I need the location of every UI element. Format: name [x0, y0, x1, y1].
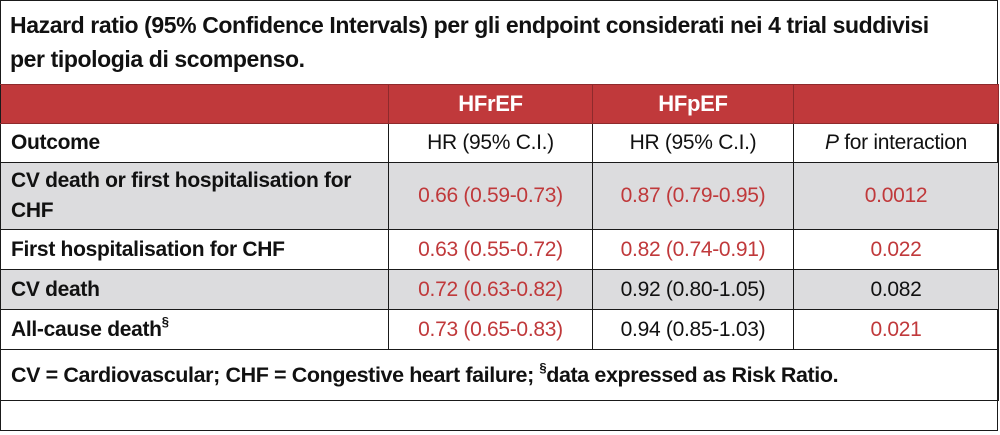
column-header-p-interaction: P for interaction [793, 123, 999, 163]
group-header-blank-right [793, 84, 999, 124]
column-header-outcome: Outcome [0, 123, 389, 163]
footnote-text-1: CV = Cardiovascular; CHF = Congestive he… [11, 363, 540, 387]
footnote-mark: § [539, 359, 547, 375]
caption-line-1: Hazard ratio (95% Confidence Intervals) … [10, 12, 929, 38]
group-header-hfpef: HFpEF [592, 84, 794, 124]
p-label-rest: for interaction [838, 131, 967, 154]
row-outcome-label: All-cause death [11, 317, 162, 341]
row-p-value: 0.022 [793, 229, 999, 270]
table-row: First hospitalisation for CHF 0.63 (0.55… [0, 229, 999, 270]
group-header-row: HFrEF HFpEF [0, 84, 999, 124]
row-outcome: CV death [0, 269, 389, 310]
hazard-ratio-table: HFrEF HFpEF Outcome HR (95% C.I.) HR (95… [0, 84, 999, 401]
p-italic: P [825, 131, 839, 154]
row-hr-hfpef: 0.82 (0.74-0.91) [592, 229, 794, 270]
footnote-row: CV = Cardiovascular; CHF = Congestive he… [0, 349, 999, 401]
row-hr-hfpef: 0.87 (0.79-0.95) [592, 162, 794, 230]
row-hr-hfref: 0.63 (0.55-0.72) [388, 229, 593, 270]
table-footnote: CV = Cardiovascular; CHF = Congestive he… [0, 349, 999, 401]
row-outcome: All-cause death§ [0, 309, 389, 350]
row-p-value: 0.082 [793, 269, 999, 310]
row-hr-hfpef: 0.92 (0.80-1.05) [592, 269, 794, 310]
caption-line-2: per tipologia di scompenso. [10, 46, 305, 72]
column-header-hr-hfpef: HR (95% C.I.) [592, 123, 794, 163]
column-header-hr-hfref: HR (95% C.I.) [388, 123, 593, 163]
row-hr-hfpef: 0.94 (0.85-1.03) [592, 309, 794, 350]
row-outcome: First hospitalisation for CHF [0, 229, 389, 270]
group-header-hfref: HFrEF [388, 84, 593, 124]
row-hr-hfref: 0.72 (0.63-0.82) [388, 269, 593, 310]
table-row: CV death or first hospitalisation for CH… [0, 162, 999, 230]
row-hr-hfref: 0.73 (0.65-0.83) [388, 309, 593, 350]
footnote-text-2: data expressed as Risk Ratio. [546, 363, 839, 387]
table-row: CV death 0.72 (0.63-0.82) 0.92 (0.80-1.0… [0, 269, 999, 310]
table-caption: Hazard ratio (95% Confidence Intervals) … [10, 8, 980, 76]
row-outcome: CV death or first hospitalisation for CH… [0, 162, 389, 230]
column-header-row: Outcome HR (95% C.I.) HR (95% C.I.) P fo… [0, 123, 999, 163]
table-row: All-cause death§ 0.73 (0.65-0.83) 0.94 (… [0, 309, 999, 350]
row-p-value: 0.0012 [793, 162, 999, 230]
row-p-value: 0.021 [793, 309, 999, 350]
row-hr-hfref: 0.66 (0.59-0.73) [388, 162, 593, 230]
group-header-blank [0, 84, 389, 124]
row-outcome-footnote-mark: § [161, 313, 169, 329]
